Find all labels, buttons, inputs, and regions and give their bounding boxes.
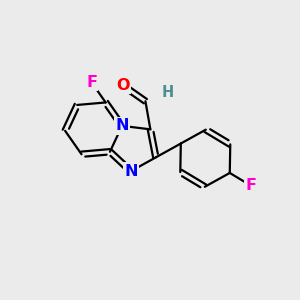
Text: O: O [116, 78, 130, 93]
Text: F: F [245, 178, 256, 193]
Text: F: F [86, 75, 97, 90]
Text: N: N [124, 164, 138, 179]
Text: N: N [115, 118, 129, 134]
Text: H: H [162, 85, 174, 100]
